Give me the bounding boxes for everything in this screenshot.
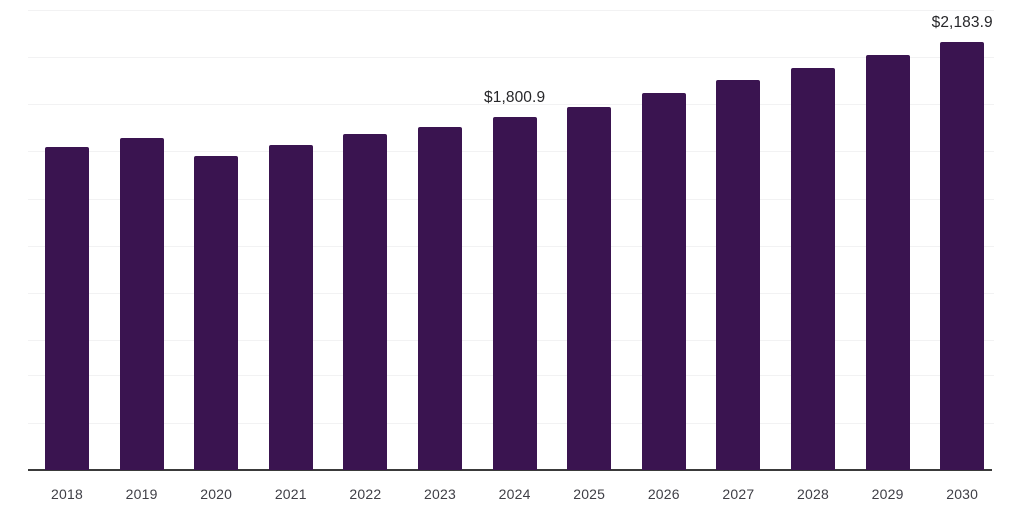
x-axis-tick-label: 2018 [51,486,83,502]
bar-group: $2,183.9 2030 [932,0,993,512]
bar-group: 2022 [343,0,388,512]
x-axis-tick-label: 2024 [498,486,531,502]
x-axis-tick-label: 2029 [871,486,904,502]
x-axis-line [28,469,992,471]
bar[interactable] [791,68,835,470]
bar[interactable] [268,145,313,470]
bar[interactable] [492,117,537,470]
bar[interactable] [940,42,985,470]
bar[interactable] [119,137,164,470]
x-axis-tick-label: 2030 [946,486,979,502]
bar-value-label: $1,800.9 [484,89,546,107]
x-axis-tick-label: 2027 [722,486,755,502]
x-axis-tick-label: 2028 [797,486,829,502]
bar[interactable] [343,133,388,470]
x-axis-tick-label: 2021 [274,486,307,502]
bar-group: 2025 [567,0,612,512]
bar[interactable] [45,147,89,470]
bar[interactable] [567,106,612,470]
x-axis-tick-label: 2020 [200,486,233,502]
bar-group: 2026 [641,0,686,512]
x-axis-tick-label: 2025 [573,486,606,502]
bar[interactable] [716,79,761,470]
bar[interactable] [194,155,239,470]
x-axis-tick-label: 2022 [349,486,382,502]
bar-group: 2019 [119,0,164,512]
x-axis-tick-label: 2023 [424,486,456,502]
bar-group: 2028 [791,0,835,512]
bar-group: 2023 [418,0,462,512]
x-axis-tick-label: 2026 [647,486,680,502]
x-axis-tick-label: 2019 [125,486,158,502]
bar-value-label: $2,183.9 [931,14,993,32]
bar-group: 2029 [865,0,910,512]
bar[interactable] [641,93,686,470]
bar-group: 2027 [716,0,761,512]
bar[interactable] [418,127,462,470]
bar[interactable] [865,54,910,470]
bar-group: 2018 [45,0,89,512]
bar-group: 2020 [194,0,239,512]
bar-group: 2021 [268,0,313,512]
bar-group: $1,800.9 2024 [484,0,545,512]
